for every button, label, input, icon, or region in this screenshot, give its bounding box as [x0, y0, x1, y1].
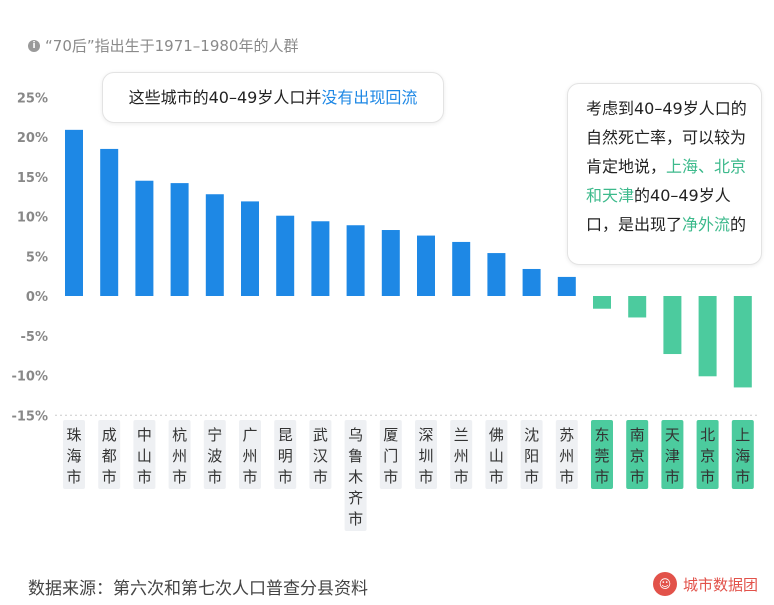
bar-厦门市 — [381, 230, 400, 296]
category-label: 武汉市 — [313, 426, 328, 486]
bar-北京市 — [698, 296, 717, 377]
category-label: 上海市 — [735, 426, 750, 486]
bar-深圳市 — [417, 235, 435, 296]
category-label: 佛山市 — [489, 426, 504, 486]
category-label-bg — [555, 420, 578, 489]
bar-南京市 — [628, 296, 647, 318]
callout-net-outflow: 考虑到40–49岁人口的自然死亡率，可以较为肯定地说，上海、北京和天津的40–4… — [567, 83, 762, 265]
brand-logo: ☺ 城市数据团 — [653, 572, 758, 596]
category-label-bg — [239, 420, 261, 489]
y-tick-label: 25% — [17, 91, 48, 106]
category-label: 东莞市 — [594, 426, 609, 486]
bar-杭州市 — [170, 183, 189, 296]
bar-天津市 — [663, 296, 682, 355]
category-label-bg — [696, 420, 719, 489]
y-tick-label: 10% — [17, 211, 48, 226]
category-label-bg — [344, 420, 367, 531]
category-label-bg — [415, 420, 437, 489]
category-label-bg — [450, 420, 473, 489]
category-label: 中山市 — [137, 426, 152, 486]
bar-上海市 — [733, 296, 752, 388]
y-tick-label: 5% — [26, 250, 48, 265]
category-label-bg — [379, 420, 402, 489]
callout-text: 考虑到40–49岁人口的自然死亡率，可以较为肯定地说， — [586, 99, 747, 176]
callout-highlight: 净外流 — [682, 215, 731, 234]
category-label-bg — [274, 420, 297, 489]
category-label-bg — [485, 420, 508, 489]
category-label: 杭州市 — [172, 426, 187, 486]
footnote: i “70后”指出生于1971–1980年的人群 — [28, 35, 298, 56]
callout-text: 的 — [730, 215, 747, 234]
category-label-bg — [63, 420, 85, 489]
y-tick-label: -15% — [11, 409, 48, 424]
bar-苏州市 — [557, 276, 576, 296]
category-label: 沈阳市 — [524, 426, 539, 486]
y-tick-label: 20% — [17, 131, 48, 146]
callout-text: 的40–49岁人口，是出现了 — [586, 186, 731, 234]
category-label-bg — [661, 420, 684, 489]
info-icon: i — [28, 39, 40, 52]
category-label: 天津市 — [665, 426, 680, 486]
category-label-bg — [98, 420, 121, 489]
logo-text: 城市数据团 — [683, 575, 759, 594]
y-tick-label: -5% — [21, 330, 48, 345]
category-label: 成都市 — [102, 426, 117, 486]
category-label-bg — [168, 420, 191, 489]
y-tick-label: -10% — [11, 370, 48, 385]
callout-highlight: 没有出现回流 — [321, 88, 418, 107]
category-label-bg — [591, 420, 613, 489]
category-label: 广州市 — [242, 426, 257, 486]
bar-东莞市 — [593, 296, 611, 309]
bar-珠海市 — [65, 129, 83, 296]
category-label-bg — [731, 420, 754, 489]
category-label: 乌鲁木齐市 — [348, 426, 363, 528]
bar-佛山市 — [487, 253, 506, 296]
bar-成都市 — [100, 148, 119, 296]
bar-广州市 — [241, 201, 259, 296]
bar-宁波市 — [205, 194, 224, 296]
note-text: “70后”指出生于1971–1980年的人群 — [45, 37, 299, 55]
category-label: 兰州市 — [454, 426, 469, 486]
callout-text: 这些城市的40–49岁人口并 — [128, 88, 322, 107]
category-label-bg — [309, 420, 332, 489]
category-label: 苏州市 — [559, 426, 574, 486]
callout-highlight: 上海、北京和天津 — [586, 157, 747, 205]
bar-中山市 — [135, 180, 154, 296]
y-tick-label: 0% — [26, 290, 48, 305]
category-label-bg — [203, 420, 226, 489]
callout-no-return: 这些城市的40–49岁人口并没有出现回流 — [102, 72, 444, 123]
category-label: 珠海市 — [66, 426, 81, 486]
category-label: 南京市 — [630, 426, 645, 486]
bar-乌鲁木齐市 — [346, 225, 365, 296]
category-label: 宁波市 — [207, 426, 222, 486]
category-label-bg — [520, 420, 543, 489]
category-label: 北京市 — [700, 426, 715, 486]
bar-chart: 25% 20% 15% 10% 5% 0% -5% -10% -15% 珠海市 成都市 中山市 杭州市 宁… — [11, 91, 760, 531]
category-label: 深圳市 — [418, 426, 433, 486]
category-label-bg — [133, 420, 156, 489]
bar-昆明市 — [276, 215, 295, 296]
category-label-bg — [626, 420, 649, 489]
logo-icon: ☺ — [653, 572, 677, 596]
category-label: 昆明市 — [278, 426, 293, 486]
bar-沈阳市 — [522, 268, 541, 296]
source-note: 数据来源：第六次和第七次人口普查分县资料 — [28, 579, 368, 599]
category-label: 厦门市 — [383, 426, 398, 486]
y-tick-label: 15% — [17, 171, 48, 186]
bar-兰州市 — [452, 241, 471, 296]
bar-武汉市 — [311, 221, 330, 296]
